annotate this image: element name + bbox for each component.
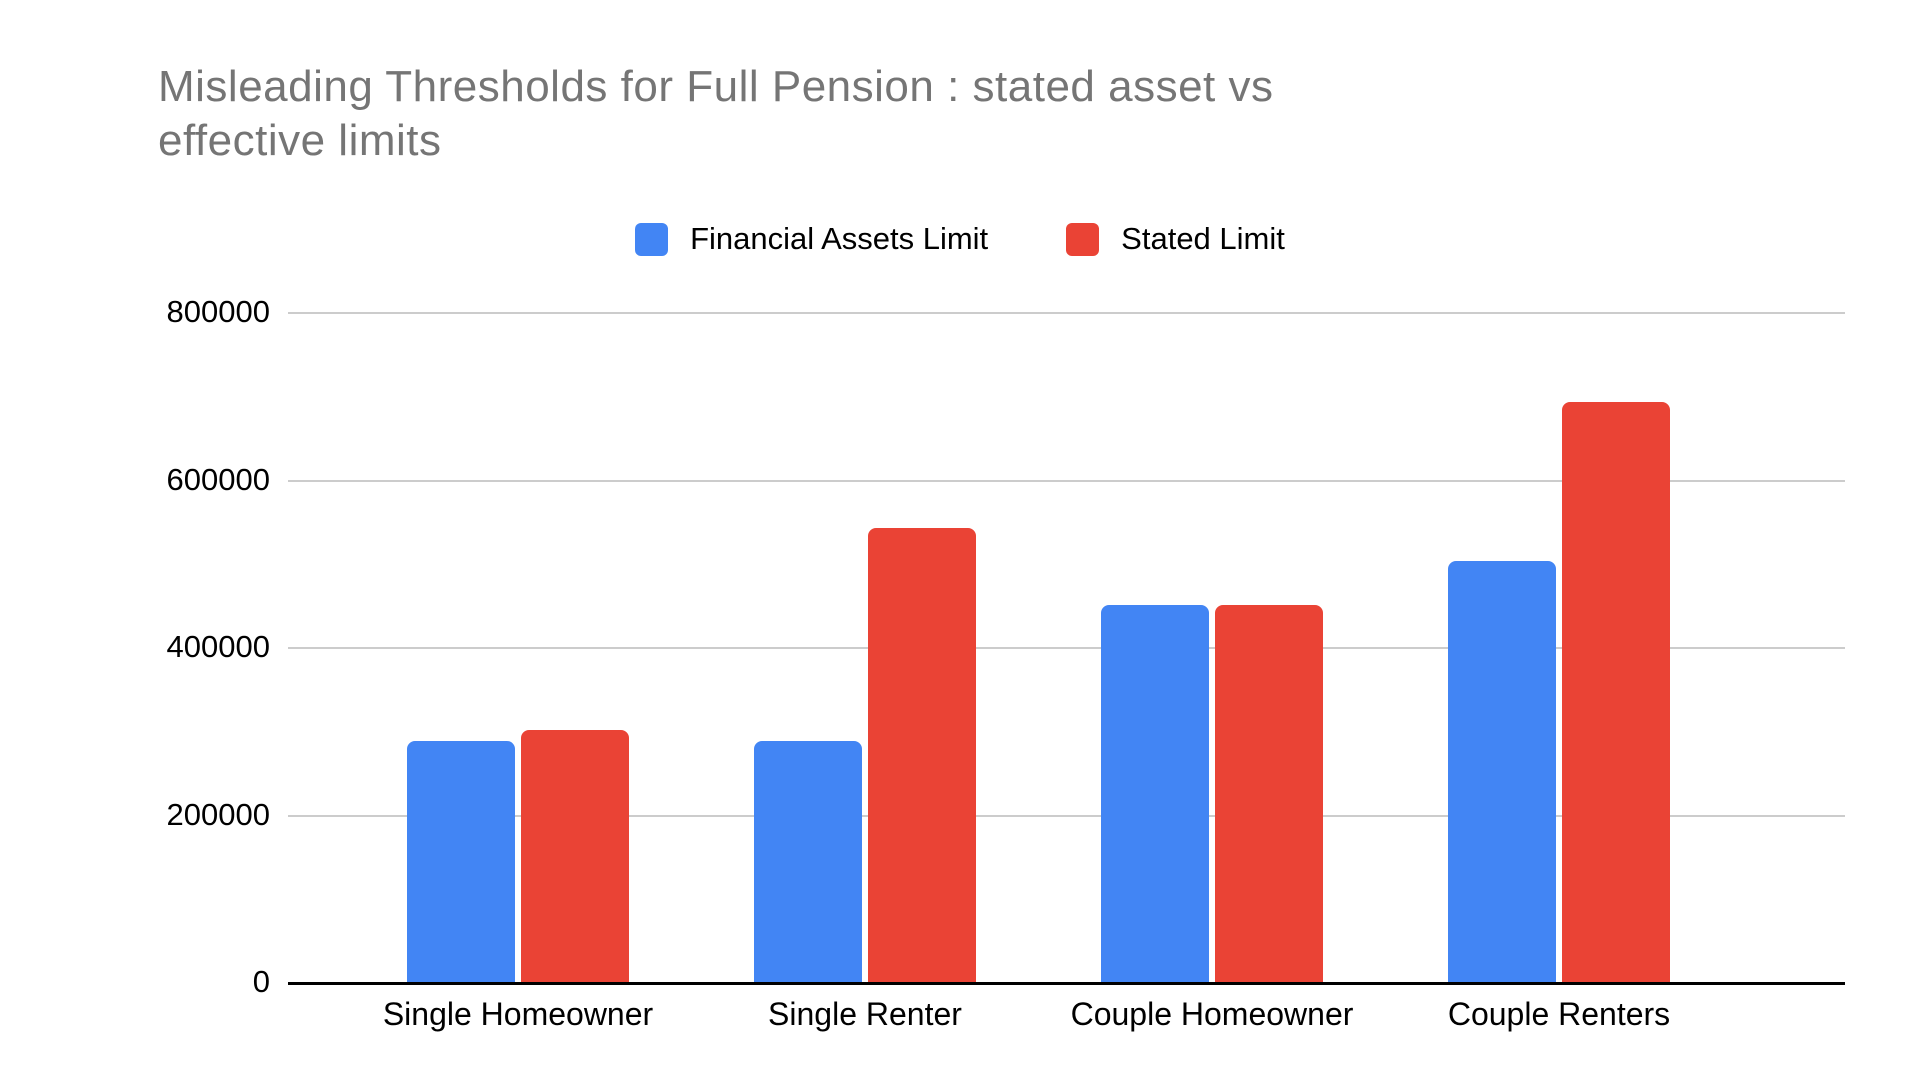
- x-category-label: Couple Renters: [1447, 996, 1671, 1032]
- y-tick-label: 600000: [166, 461, 270, 497]
- bar: [1101, 604, 1209, 983]
- bar-group: [407, 313, 629, 983]
- x-category-label: Single Homeowner: [382, 996, 654, 1032]
- legend-swatch: [1066, 222, 1100, 256]
- gridline: [288, 479, 1845, 482]
- legend-item: Stated Limit: [1066, 221, 1285, 257]
- legend-swatch: [635, 222, 669, 256]
- x-axis-line: [288, 982, 1845, 985]
- bar: [868, 527, 976, 983]
- bar: [754, 740, 862, 983]
- bar-group: [754, 313, 976, 983]
- x-category-label: Couple Homeowner: [1070, 996, 1354, 1032]
- legend-item: Financial Assets Limit: [635, 221, 988, 257]
- gridline: [288, 814, 1845, 817]
- legend-label: Stated Limit: [1121, 221, 1285, 256]
- bar: [521, 730, 629, 983]
- y-tick-label: 0: [252, 964, 270, 999]
- chart-legend: Financial Assets Limit Stated Limit: [0, 221, 1920, 257]
- legend-label: Financial Assets Limit: [690, 221, 989, 256]
- gridline: [288, 312, 1845, 314]
- bar-group: [1448, 313, 1670, 983]
- bar: [1215, 604, 1323, 983]
- bar: [1448, 560, 1556, 983]
- y-tick-label: 800000: [166, 294, 270, 329]
- gridline: [288, 647, 1845, 649]
- y-tick-label: 400000: [166, 629, 270, 664]
- plot-area: [288, 312, 1845, 985]
- y-tick-label: 200000: [166, 796, 270, 832]
- bar-group: [1101, 313, 1323, 983]
- chart-title-line-1: Misleading Thresholds for Full Pension :…: [158, 62, 1274, 111]
- bar: [407, 740, 515, 983]
- bar: [1562, 402, 1670, 983]
- chart-title: Misleading Thresholds for Full Pension :…: [158, 60, 1274, 168]
- x-category-label: Single Renter: [768, 996, 962, 1032]
- chart-title-line-2: effective limits: [158, 116, 442, 165]
